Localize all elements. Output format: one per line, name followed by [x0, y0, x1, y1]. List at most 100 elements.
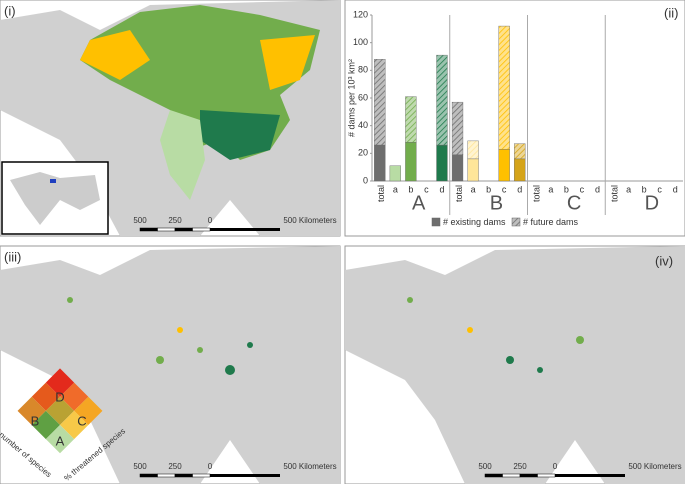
dam-dot [576, 336, 584, 344]
scale-segment [192, 227, 211, 232]
x-tick-label: c [502, 184, 507, 194]
legend-swatch [511, 217, 521, 227]
scale-segment [210, 228, 280, 231]
x-tick-label: total [609, 185, 619, 202]
scale-segment [174, 473, 193, 478]
x-tick-label: a [393, 184, 398, 194]
bar-segment [436, 54, 448, 146]
legend-letter: B [31, 413, 40, 428]
land [345, 246, 685, 484]
scale-label: 0 [208, 462, 213, 471]
y-tick-label: 20 [358, 148, 368, 158]
scale-label: 250 [168, 216, 182, 225]
panel-label: (iii) [4, 249, 21, 264]
bar-segment [451, 154, 464, 182]
scale-label: 500 Kilometers [283, 216, 336, 225]
basin-region [80, 30, 150, 80]
dam-dot [506, 356, 514, 364]
dam-dot [177, 327, 183, 333]
dam-dot [225, 365, 235, 375]
x-tick-label: total [454, 185, 464, 202]
y-tick-label: 100 [353, 37, 368, 47]
inset-locator [50, 179, 56, 183]
bar-segment [498, 148, 510, 182]
x-tick-label: d [595, 184, 600, 194]
basin-region [160, 110, 205, 200]
group-label: D [645, 192, 659, 214]
group-label: A [412, 192, 426, 214]
bar-segment [389, 165, 401, 182]
bar-segment [467, 140, 479, 160]
scale-segment [139, 227, 158, 232]
bar-segment [514, 158, 526, 182]
bar-segment [498, 25, 510, 150]
x-tick-label: a [626, 184, 631, 194]
x-tick-label: a [548, 184, 553, 194]
legend-cell [45, 425, 75, 454]
x-tick-label: d [439, 184, 444, 194]
bar-segment [467, 158, 479, 182]
legend-cell [17, 396, 46, 425]
basin-region [200, 110, 280, 160]
legend-cell [45, 368, 75, 397]
bar-segment [405, 142, 417, 182]
legend-letter: D [55, 389, 64, 404]
bar-chart: (ii) 0 20 40 60 80 100 120 # dams per 10³ km² A B C… [346, 5, 683, 227]
y-tick-label: 0 [363, 175, 368, 185]
scale-segment [484, 473, 503, 478]
legend-letter: A [56, 433, 65, 448]
bar-segment [451, 101, 464, 155]
dam-dot [156, 356, 164, 364]
scale-segment [139, 473, 158, 478]
dam-dot [407, 297, 413, 303]
x-tick-label: total [532, 185, 542, 202]
dam-dot [537, 367, 543, 373]
scale-label: 500 [133, 462, 147, 471]
legend-letter: C [77, 413, 86, 428]
x-tick-label: c [657, 184, 662, 194]
y-tick-label: 60 [358, 92, 368, 102]
legend-cell [45, 396, 75, 425]
x-tick-label: d [673, 184, 678, 194]
inset-land [10, 172, 100, 225]
x-tick-label: c [424, 184, 429, 194]
scale-segment [192, 473, 211, 478]
scale-label: 500 Kilometers [283, 462, 336, 471]
panel-label: (ii) [664, 5, 678, 20]
bar-segment [405, 96, 417, 143]
scale-segment [174, 227, 193, 232]
panel-label: (i) [4, 3, 16, 18]
bar-segment [374, 144, 386, 182]
scale-label: 250 [513, 462, 527, 471]
x-tick-label: b [564, 184, 569, 194]
basin-region [260, 35, 315, 90]
x-tick-label: d [517, 184, 522, 194]
legend-label: # existing dams [443, 217, 506, 227]
y-tick-label: 80 [358, 65, 368, 75]
scale-segment [537, 473, 556, 478]
x-tick-label: b [642, 184, 647, 194]
x-tick-label: c [580, 184, 585, 194]
group-label: C [567, 192, 581, 214]
land [0, 246, 340, 484]
scale-label: 500 [133, 216, 147, 225]
x-tick-label: total [376, 185, 386, 202]
map-panel-iv [344, 245, 685, 485]
y-tick-label: 120 [353, 9, 368, 19]
scale-segment [157, 227, 176, 232]
scale-label: 500 Kilometers [628, 462, 681, 471]
legend-cell [74, 396, 103, 425]
panel-frame [344, 0, 685, 237]
map-panel-i [0, 0, 341, 237]
scale-segment [502, 473, 521, 478]
bar-segment [374, 59, 386, 146]
panel-label: (iv) [655, 253, 673, 268]
scale-label: 0 [553, 462, 558, 471]
legend-swatch [431, 217, 441, 227]
bar-segment [514, 143, 526, 160]
scale-segment [555, 474, 625, 477]
x-tick-label: a [471, 184, 476, 194]
group-label: B [490, 192, 503, 214]
dam-dot [67, 297, 73, 303]
